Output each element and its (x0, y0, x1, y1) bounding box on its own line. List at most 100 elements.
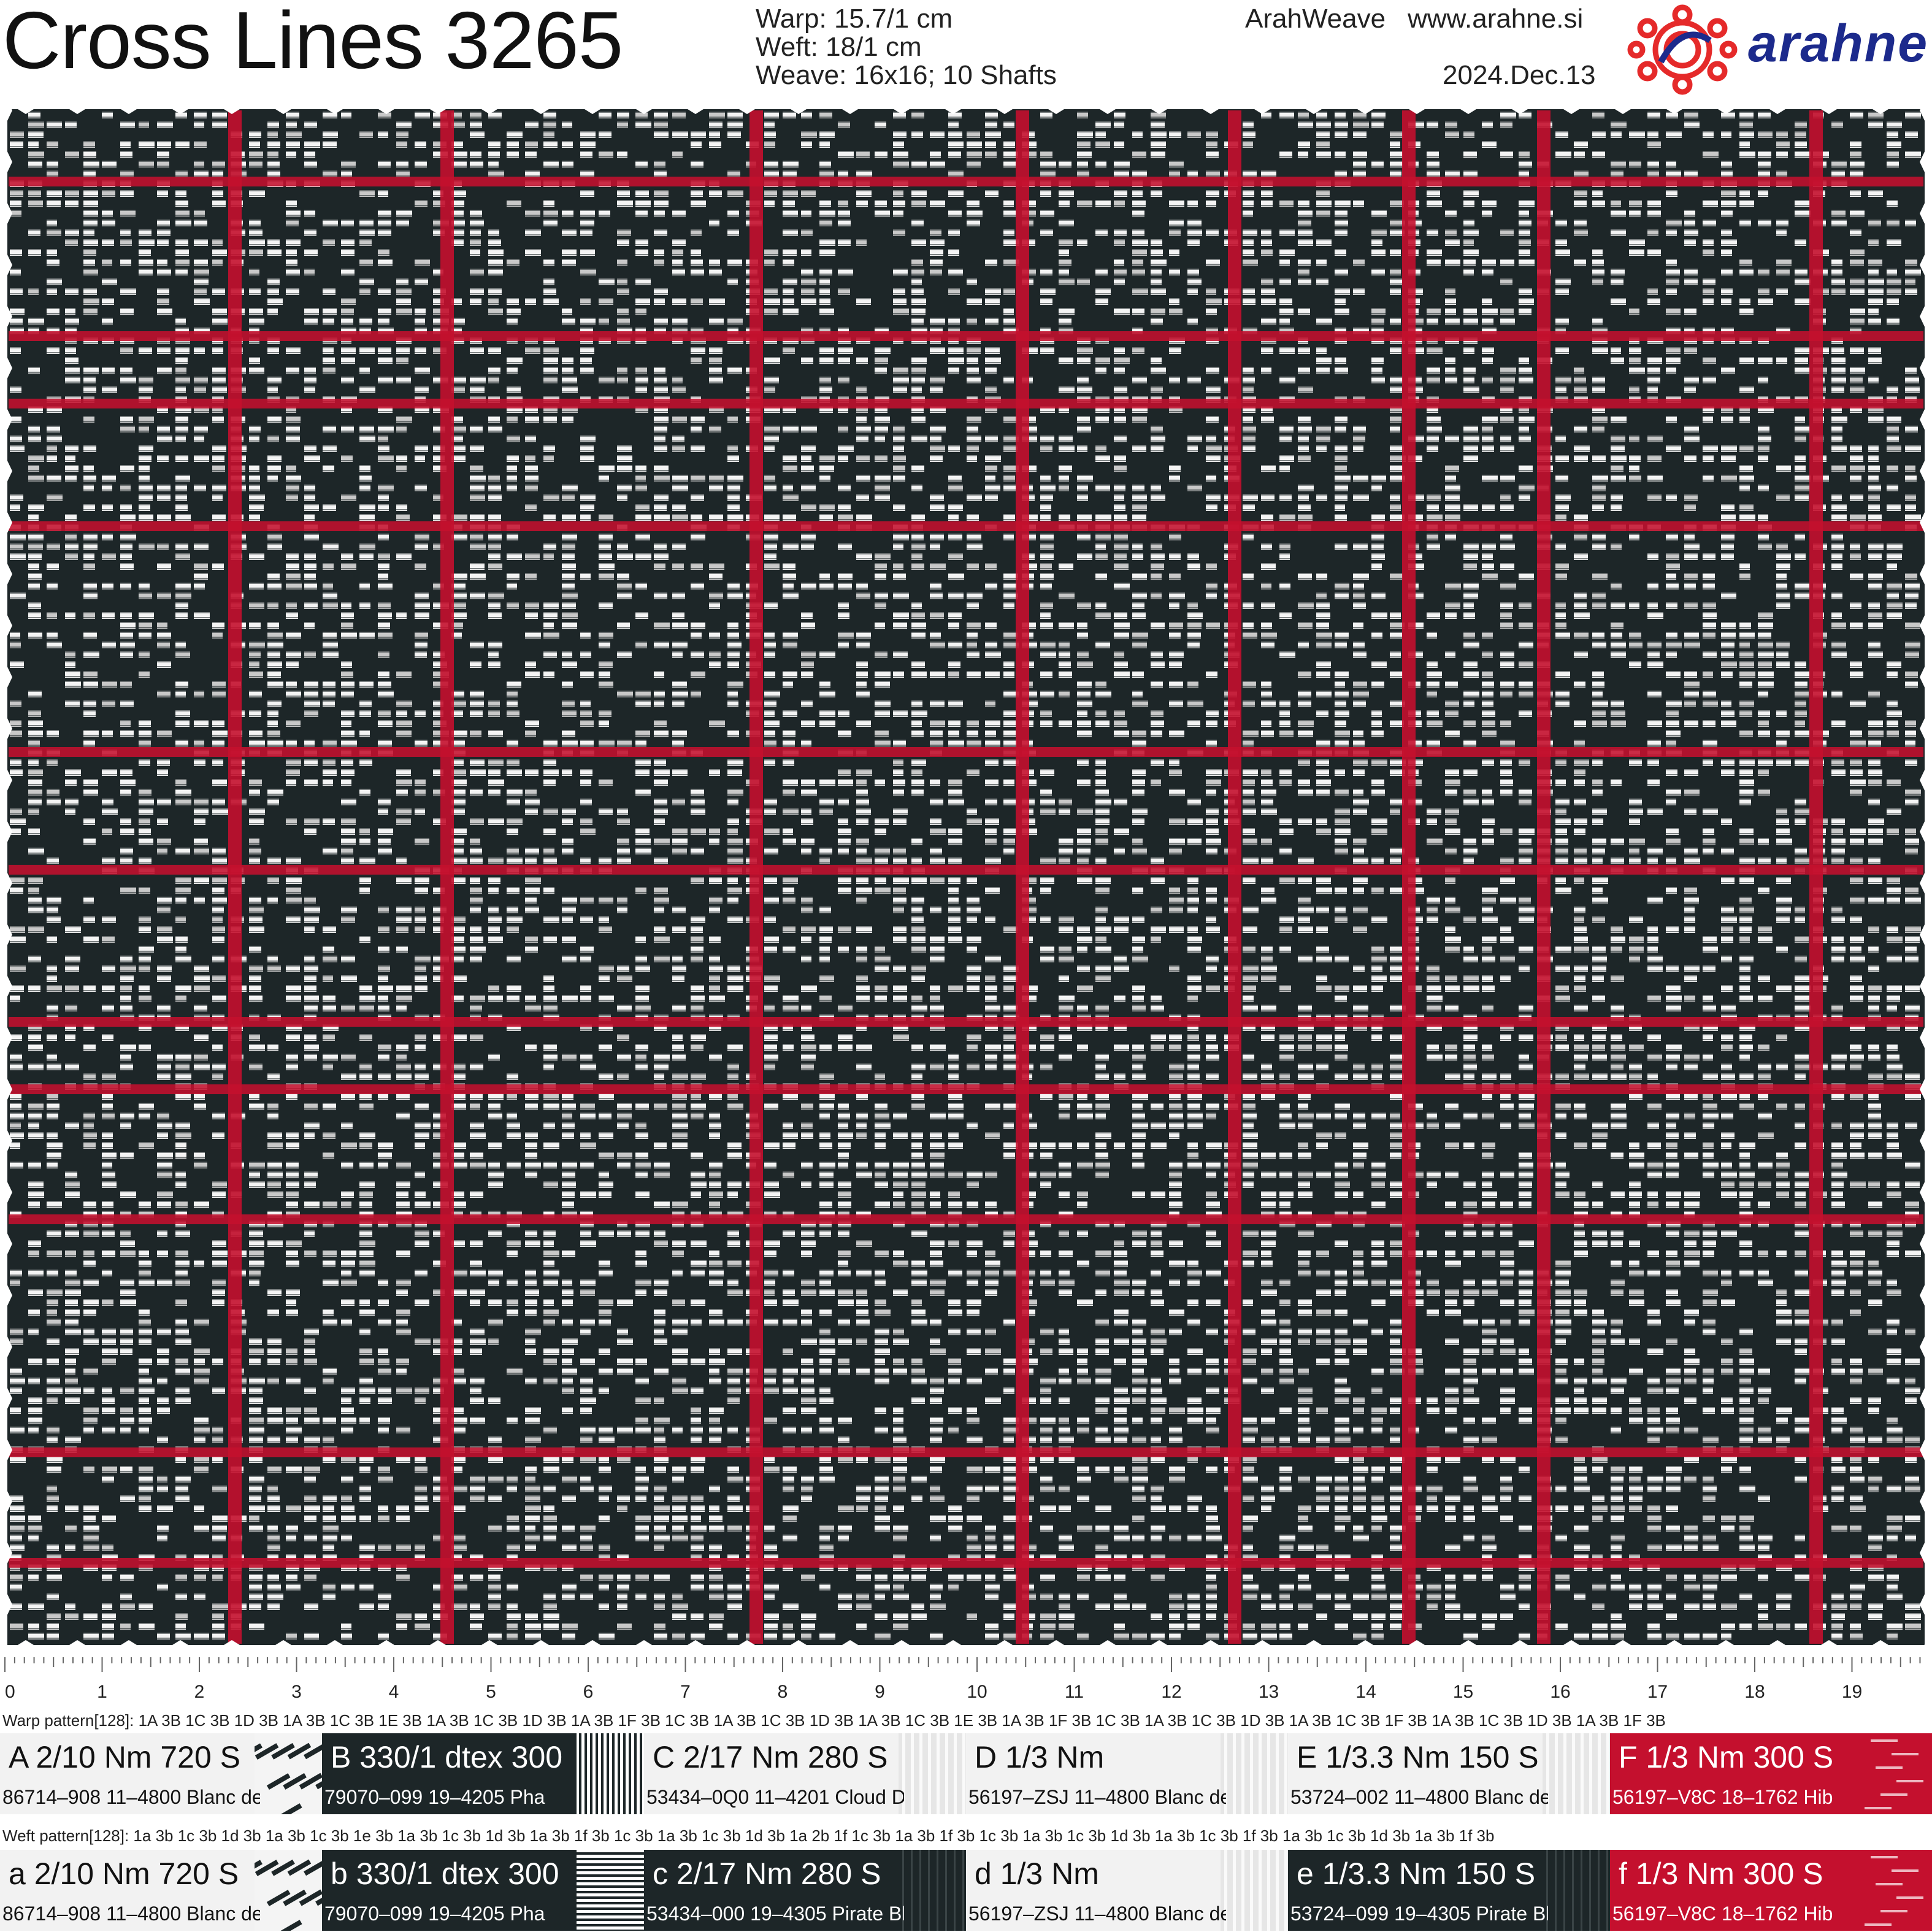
yarn-name: c 2/17 Nm 280 S (653, 1857, 881, 1891)
red-weft-stripe (9, 331, 1923, 341)
yarn-color-code: 53434–0Q0 11–4201 Cloud Danc (646, 1786, 904, 1808)
weft-yarn-a: a 2/10 Nm 720 S 86714–908 11–4800 Blanc d… (0, 1850, 322, 1931)
red-warp-stripe (1228, 110, 1241, 1644)
weave-info: Weave: 16x16; 10 Shafts (756, 60, 1057, 90)
yarn-name: a 2/10 Nm 720 S (9, 1857, 239, 1891)
warp-yarn-D: D 1/3 Nm 56197–ZSJ 11–4800 Blanc de Bl (966, 1733, 1288, 1814)
red-weft-stripe (9, 1084, 1923, 1094)
yarn-swatch (1221, 1850, 1288, 1931)
fabric-title: Cross Lines 3265 (2, 0, 623, 85)
yarn-swatch (1865, 1733, 1932, 1814)
red-weft-stripe (9, 1447, 1923, 1457)
pinked-edge-bottom (0, 1640, 1932, 1656)
cm-ruler: 0 1 2 3 4 5 6 7 8 9 10 11 12 13 14 15 16 17 18 19 (4, 1657, 1921, 1702)
weft-yarn-b: b 330/1 dtex 300 79070–099 19–4205 Pha (322, 1850, 644, 1931)
yarn-name: C 2/17 Nm 280 S (653, 1740, 888, 1774)
software-name: ArahWeave (1245, 4, 1386, 34)
red-weft-stripe (9, 1017, 1923, 1027)
warp-yarn-A: A 2/10 Nm 720 S 86714–908 11–4800 Blanc d… (0, 1733, 322, 1814)
yarn-color-code: 53724–002 11–4800 Blanc de B (1290, 1786, 1548, 1808)
yarn-name: A 2/10 Nm 720 S (9, 1740, 241, 1774)
yarn-name: f 1/3 Nm 300 S (1619, 1857, 1823, 1891)
warp-yarn-C: C 2/17 Nm 280 S 53434–0Q0 11–4201 Cloud D… (644, 1733, 966, 1814)
ruler-label: 1 (97, 1682, 107, 1702)
warp-yarn-F: F 1/3 Nm 300 S 56197–V8C 18–1762 Hib (1610, 1733, 1932, 1814)
yarn-swatch (577, 1850, 644, 1931)
yarn-name: F 1/3 Nm 300 S (1619, 1740, 1834, 1774)
yarn-swatch (1221, 1733, 1288, 1814)
red-weft-stripe (9, 747, 1923, 757)
red-weft-stripe (9, 177, 1923, 186)
ruler-label: 13 (1259, 1682, 1279, 1702)
red-warp-stripe (228, 110, 242, 1644)
logo-swirl-icon (1627, 4, 1738, 95)
weft-yarn-d: d 1/3 Nm 56197–ZSJ 11–4800 Blanc de Bl (966, 1850, 1288, 1931)
ruler-label: 17 (1647, 1682, 1668, 1702)
weft-yarn-e: e 1/3.3 Nm 150 S 53724–099 19–4305 Pirate… (1288, 1850, 1610, 1931)
ruler-label: 15 (1453, 1682, 1473, 1702)
yarn-swatch (899, 1733, 966, 1814)
ruler-label: 0 (5, 1682, 15, 1702)
warp-yarn-B: B 330/1 dtex 300 79070–099 19–4205 Pha (322, 1733, 644, 1814)
ruler-label: 14 (1355, 1682, 1376, 1702)
red-warp-stripe (440, 110, 454, 1644)
yarn-color-code: 53724–099 19–4305 Pirate Blac (1290, 1903, 1548, 1925)
yarn-color-code: 79070–099 19–4205 Pha (324, 1786, 545, 1808)
yarn-color-code: 56197–V8C 18–1762 Hib (1612, 1903, 1833, 1925)
yarn-swatch (255, 1850, 322, 1931)
brand-line: ArahWeave www.arahne.si (1245, 4, 1605, 34)
fabric-weave-texture (7, 112, 1925, 1639)
yarn-name: D 1/3 Nm (975, 1740, 1105, 1774)
weft-density: Weft: 18/1 cm (756, 32, 922, 62)
red-weft-stripe (9, 1214, 1923, 1224)
yarn-color-code: 53434–000 19–4305 Pirate Blac (646, 1903, 904, 1925)
yarn-swatch (1543, 1850, 1610, 1931)
yarn-swatch (899, 1850, 966, 1931)
red-weft-stripe (9, 521, 1923, 531)
ruler-label: 8 (778, 1682, 788, 1702)
pinked-edge-left (0, 98, 12, 1656)
pinked-edge-top (0, 98, 1932, 114)
arahne-logo (1627, 4, 1738, 95)
yarn-name: b 330/1 dtex 300 (331, 1857, 559, 1891)
fabric-simulation (0, 98, 1932, 1656)
ruler-label: 5 (486, 1682, 496, 1702)
yarn-color-code: 86714–908 11–4800 Blanc de Bl (2, 1786, 260, 1808)
yarn-color-code: 56197–V8C 18–1762 Hib (1612, 1786, 1833, 1808)
yarn-swatch (255, 1733, 322, 1814)
yarn-swatch (1865, 1850, 1932, 1931)
yarn-color-code: 79070–099 19–4205 Pha (324, 1903, 545, 1925)
red-warp-stripe (1809, 110, 1823, 1644)
yarn-name: e 1/3.3 Nm 150 S (1297, 1857, 1536, 1891)
logo-shuttle-icon (1658, 31, 1712, 64)
red-warp-stripe (1016, 110, 1029, 1644)
yarn-swatch (577, 1733, 644, 1814)
website-link[interactable]: www.arahne.si (1408, 4, 1584, 34)
yarn-name: d 1/3 Nm (975, 1857, 1099, 1891)
warp-density: Warp: 15.7/1 cm (756, 4, 953, 34)
red-weft-stripe (9, 865, 1923, 875)
ruler-ticks (4, 1657, 1921, 1672)
ruler-label: 6 (583, 1682, 594, 1702)
weft-yarn-c: c 2/17 Nm 280 S 53434–000 19–4305 Pirate … (644, 1850, 966, 1931)
ruler-label: 11 (1065, 1682, 1084, 1702)
red-weft-stripe (9, 1558, 1923, 1568)
ruler-label: 9 (875, 1682, 885, 1702)
logo-wordmark: arahne (1748, 14, 1929, 73)
ruler-label: 4 (389, 1682, 399, 1702)
ruler-label: 19 (1842, 1682, 1862, 1702)
pinked-edge-right (1920, 98, 1932, 1656)
ruler-label: 16 (1550, 1682, 1570, 1702)
fabric-date: 2024.Dec.13 (1443, 60, 1596, 90)
weft-pattern-text: Weft pattern[128]: 1a 3b 1c 3b 1d 3b 1a … (2, 1827, 1495, 1845)
red-weft-stripe (9, 399, 1923, 408)
ruler-label: 12 (1161, 1682, 1181, 1702)
yarn-color-code: 86714–908 11–4800 Blanc de Bl (2, 1903, 260, 1925)
ruler-label: 7 (680, 1682, 691, 1702)
warp-pattern-text: Warp pattern[128]: 1A 3B 1C 3B 1D 3B 1A … (2, 1711, 1666, 1730)
ruler-label: 3 (291, 1682, 302, 1702)
yarn-name: E 1/3.3 Nm 150 S (1297, 1740, 1539, 1774)
yarn-color-code: 56197–ZSJ 11–4800 Blanc de Bl (968, 1903, 1226, 1925)
ruler-label: 10 (967, 1682, 987, 1702)
ruler-label: 2 (194, 1682, 205, 1702)
